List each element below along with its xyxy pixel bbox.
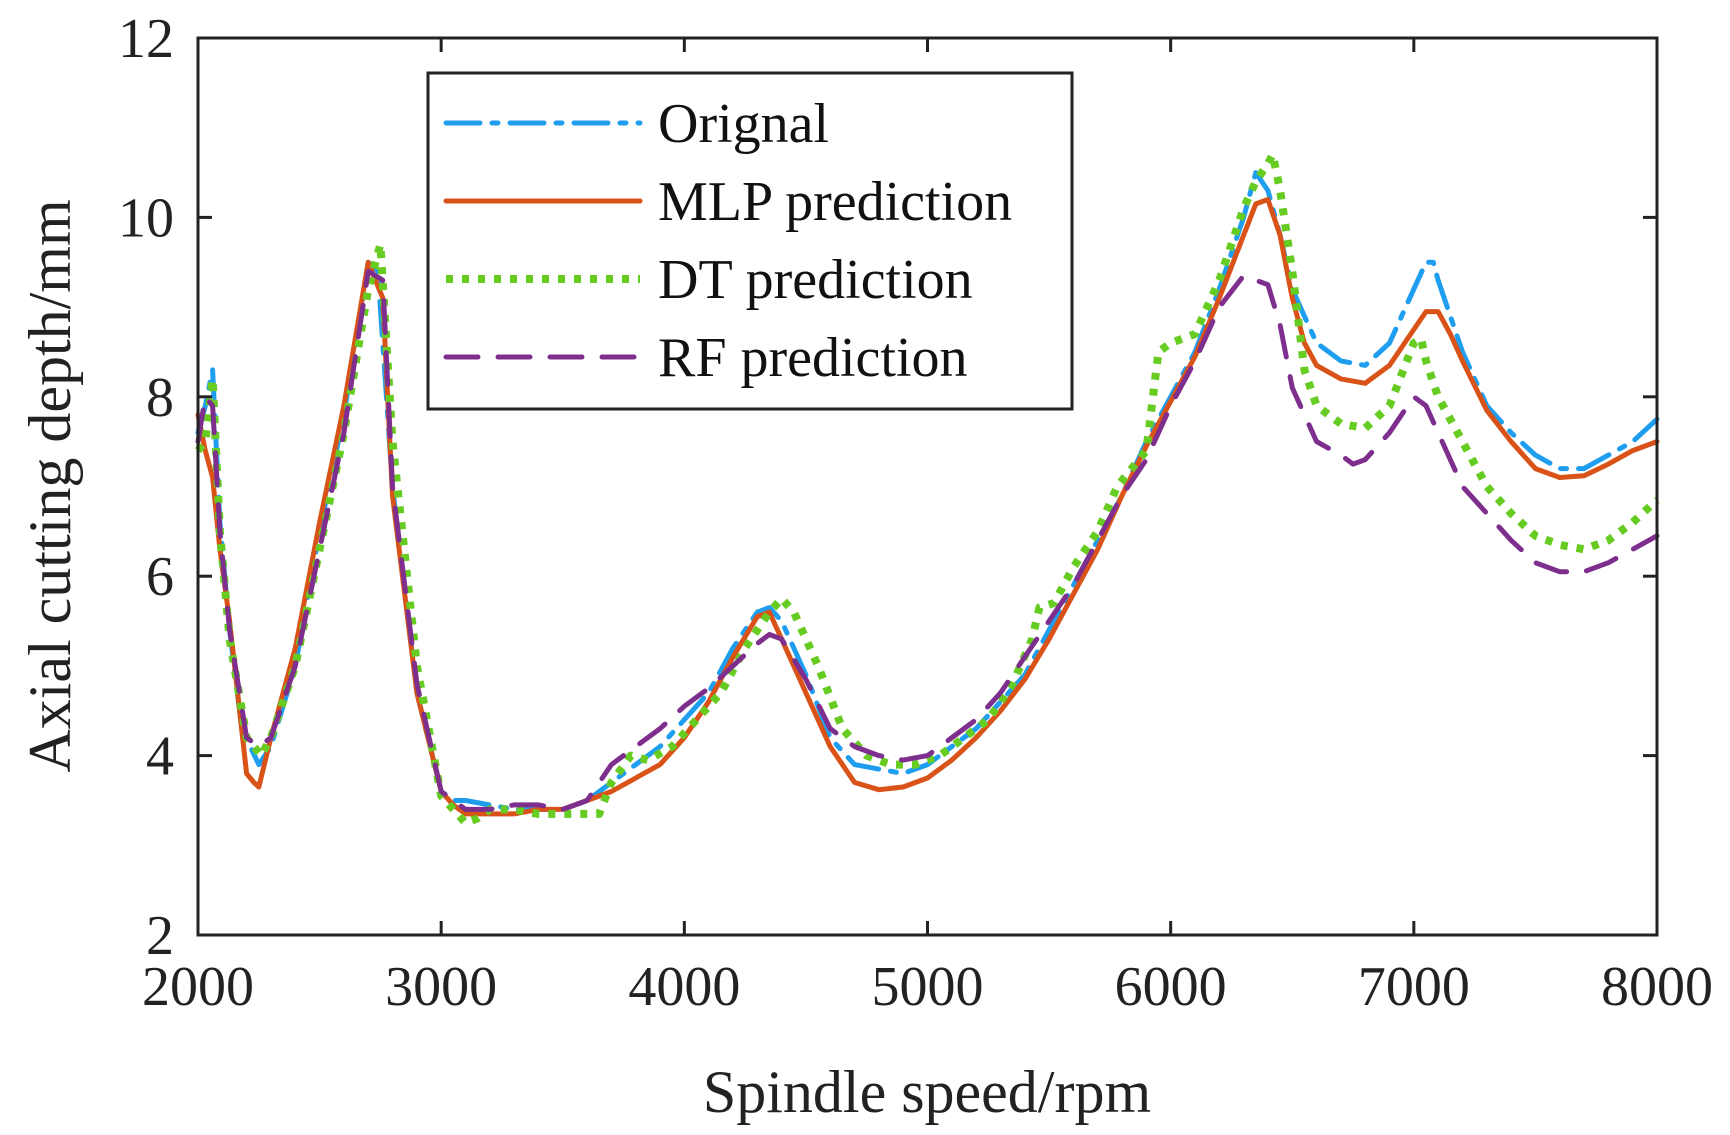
- x-tick-label: 8000: [1601, 956, 1713, 1018]
- x-tick-label: 6000: [1115, 956, 1227, 1018]
- y-tick-label: 2: [146, 905, 174, 967]
- x-tick-label: 3000: [385, 956, 497, 1018]
- y-tick-label: 8: [146, 367, 174, 429]
- series-line-orignal: [195, 170, 1660, 812]
- series-layer: [194, 150, 1660, 827]
- y-tick-label: 6: [146, 546, 174, 608]
- y-tick-label: 4: [146, 726, 174, 788]
- x-tick-label: 7000: [1358, 956, 1470, 1018]
- x-tick-label: 2000: [142, 956, 254, 1018]
- legend: Orignal MLP prediction DT prediction RF pre…: [426, 71, 1074, 411]
- y-tick-labels: 2 4 6 8 10 12: [118, 8, 174, 967]
- legend-box: [426, 71, 1074, 411]
- series-line-mlp-prediction: [195, 197, 1660, 817]
- legend-label: RF prediction: [658, 327, 968, 389]
- series-line-rf-prediction: [195, 268, 1660, 812]
- x-tick-label: 4000: [628, 956, 740, 1018]
- legend-label: Orignal: [658, 93, 829, 155]
- ticks-layer: [196, 36, 1659, 937]
- legend-entries: Orignal MLP prediction DT prediction RF pre…: [443, 93, 1012, 389]
- x-tick-labels: 2000 3000 4000 5000 6000 7000 8000: [142, 956, 1713, 1018]
- x-axis-label: Spindle speed/rpm: [703, 1059, 1151, 1125]
- y-tick-label: 12: [118, 8, 174, 70]
- y-axis-label: Axial cutting depth/mm: [17, 199, 83, 772]
- y-tick-label: 10: [118, 187, 174, 249]
- x-tick-label: 5000: [872, 956, 984, 1018]
- legend-label: DT prediction: [658, 249, 973, 311]
- legend-label: MLP prediction: [658, 171, 1012, 233]
